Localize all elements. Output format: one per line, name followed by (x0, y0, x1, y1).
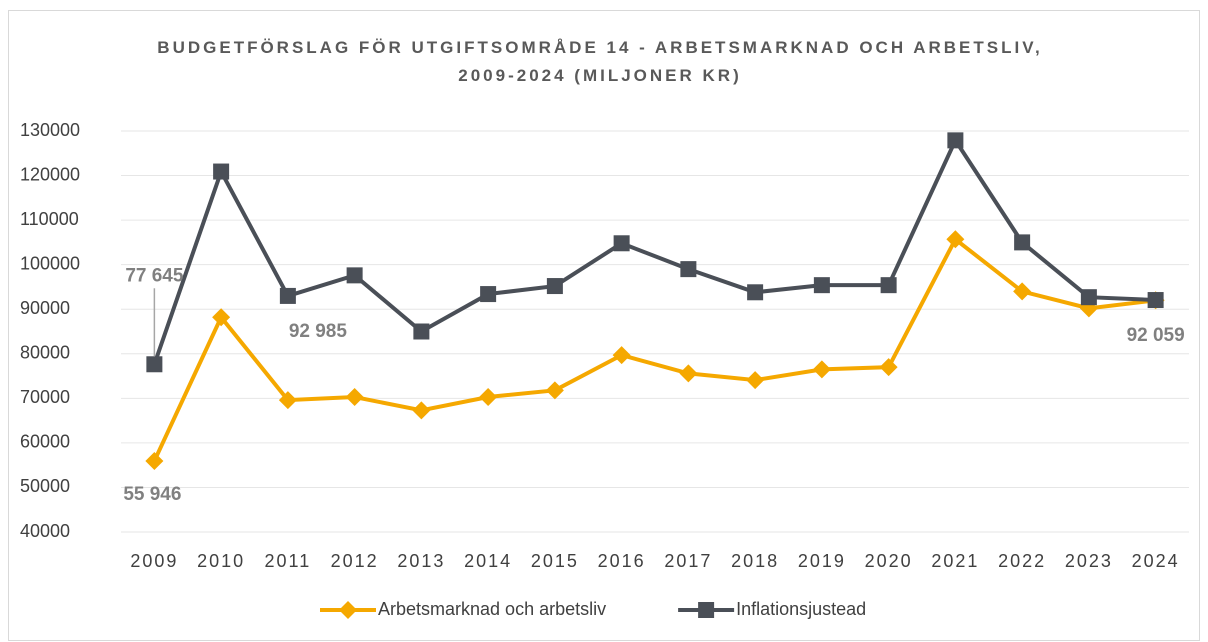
marker (146, 356, 163, 373)
marker (813, 277, 830, 294)
marker (479, 387, 498, 406)
chart-title: BUDGETFÖRSLAG FÖR UTGIFTSOMRÅDE 14 - ARB… (157, 38, 1043, 85)
x-tick-label: 2019 (798, 551, 846, 571)
x-tick-label: 2015 (531, 551, 579, 571)
marker (346, 267, 363, 284)
x-tick-label: 2016 (598, 551, 646, 571)
legend-label: Arbetsmarknad och arbetsliv (378, 599, 606, 619)
y-tick-label: 70000 (20, 387, 70, 407)
marker (345, 387, 364, 406)
x-tick-label: 2014 (464, 551, 512, 571)
x-tick-label: 2013 (397, 551, 445, 571)
chart-border (8, 10, 1200, 641)
marker (145, 451, 164, 470)
series-line (152, 236, 1156, 462)
marker (680, 261, 697, 278)
marker (679, 364, 698, 383)
marker (413, 323, 430, 340)
marker (946, 230, 965, 249)
marker (1080, 289, 1097, 306)
marker (613, 235, 630, 252)
series-line (152, 136, 1156, 365)
marker (546, 278, 563, 295)
value-label: 77 645 (125, 265, 184, 286)
marker (1147, 292, 1164, 309)
y-tick-label: 100000 (20, 253, 80, 273)
y-tick-label: 80000 (20, 343, 70, 363)
x-tick-label: 2012 (331, 551, 379, 571)
marker (747, 284, 764, 301)
marker (279, 287, 296, 304)
x-tick-label: 2024 (1132, 551, 1180, 571)
y-tick-label: 90000 (20, 298, 70, 318)
x-tick-label: 2021 (931, 551, 979, 571)
marker (879, 358, 898, 377)
x-tick-label: 2023 (1065, 551, 1113, 571)
marker (612, 346, 631, 365)
y-tick-label: 40000 (20, 521, 70, 541)
y-tick-label: 130000 (20, 120, 80, 140)
x-tick-label: 2010 (197, 551, 245, 571)
value-label: 92 985 (289, 321, 348, 342)
value-label: 92 059 (1127, 325, 1185, 346)
marker (278, 391, 297, 410)
y-tick-label: 110000 (20, 209, 79, 229)
y-tick-label: 120000 (20, 164, 80, 184)
marker (339, 601, 357, 619)
marker (545, 381, 564, 400)
marker (480, 286, 497, 303)
legend-label: Inflationsjustead (736, 599, 866, 619)
x-tick-label: 2018 (731, 551, 779, 571)
marker (412, 401, 431, 420)
marker (213, 163, 230, 180)
x-tick-label: 2020 (865, 551, 913, 571)
marker (880, 277, 897, 294)
x-tick-label: 2017 (664, 551, 712, 571)
y-tick-label: 60000 (20, 432, 70, 452)
y-tick-label: 50000 (20, 476, 70, 496)
x-tick-label: 2022 (998, 551, 1046, 571)
marker (1013, 282, 1032, 301)
marker (812, 360, 831, 379)
marker (698, 602, 715, 618)
x-tick-label: 2011 (265, 551, 312, 571)
marker (212, 308, 231, 327)
value-label: 55 946 (123, 484, 181, 505)
marker (1014, 234, 1031, 251)
x-tick-label: 2009 (130, 551, 178, 571)
marker (947, 132, 964, 149)
marker (746, 371, 765, 390)
